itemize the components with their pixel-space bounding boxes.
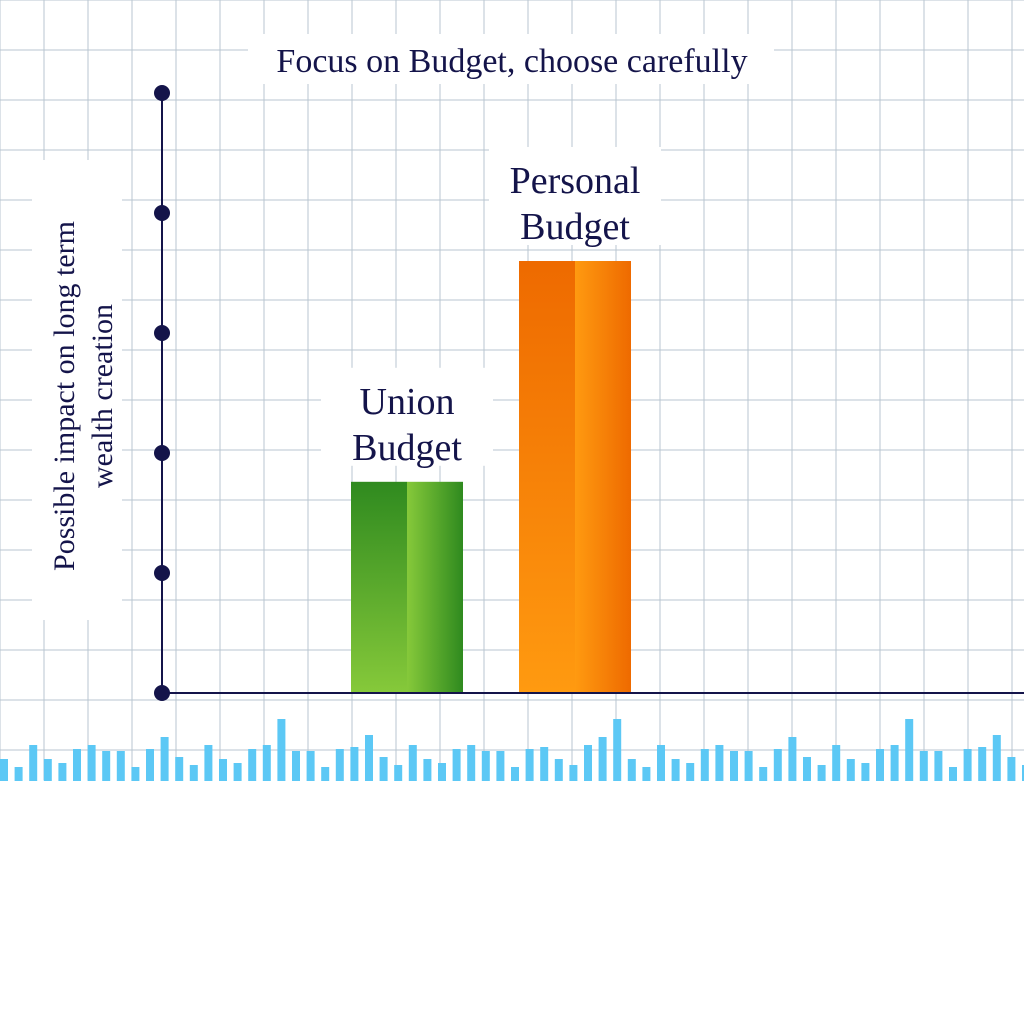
decor-bar	[540, 747, 549, 781]
decor-bar	[496, 751, 505, 781]
bar-face-left	[519, 261, 575, 693]
decor-bar	[73, 749, 81, 781]
decor-bar	[394, 765, 403, 781]
decor-bar	[43, 759, 52, 781]
decor-bar	[700, 749, 709, 781]
decor-bar	[773, 749, 782, 781]
y-axis-label-line-2: wealth creation	[86, 304, 119, 488]
decor-bar	[1007, 757, 1016, 781]
decor-bar	[598, 737, 607, 781]
decor-bar	[146, 749, 154, 781]
decor-bar	[277, 719, 286, 781]
decor-bar	[584, 745, 592, 781]
decor-bar	[919, 751, 928, 781]
y-axis-tick-dot	[154, 325, 170, 341]
decor-bar	[817, 765, 826, 781]
decor-bar	[715, 745, 724, 781]
decor-bar	[525, 749, 534, 781]
decor-bar	[102, 751, 111, 781]
decor-bar	[730, 751, 738, 781]
category-label-backdrop	[489, 147, 661, 245]
decor-bar	[204, 745, 213, 781]
decor-bar	[335, 749, 344, 781]
decor-bar	[788, 737, 797, 781]
decor-bar	[861, 763, 870, 781]
decor-bar	[0, 759, 8, 781]
decor-bar	[14, 767, 23, 781]
bar-face-right	[407, 481, 463, 693]
y-axis-label-line-1: Possible impact on long term	[48, 221, 81, 571]
decor-bar	[160, 737, 169, 781]
decor-bar	[657, 745, 665, 781]
y-axis-tick-dot	[154, 685, 170, 701]
decor-bar	[627, 759, 636, 781]
decor-bar	[131, 767, 140, 781]
decor-bar	[554, 759, 563, 781]
decor-bar	[452, 749, 461, 781]
decor-bar	[759, 767, 768, 781]
category-label-backdrop	[321, 367, 493, 466]
decor-bar	[511, 767, 519, 781]
y-axis-tick-dot	[154, 85, 170, 101]
chart-title: Focus on Budget, choose carefully	[276, 43, 747, 80]
decor-bar	[978, 747, 987, 781]
decor-bar	[438, 763, 446, 781]
decor-bar	[233, 763, 242, 781]
decor-bar	[803, 757, 811, 781]
bar-union-budget	[351, 481, 463, 693]
decor-bar	[350, 747, 359, 781]
decor-bar	[292, 751, 300, 781]
decor-bar	[321, 767, 330, 781]
decor-bar	[744, 751, 753, 781]
decor-bar	[408, 745, 417, 781]
decor-bar	[58, 763, 67, 781]
decor-bar	[992, 735, 1001, 781]
category-label: Union	[360, 381, 455, 423]
decor-bar	[846, 759, 855, 781]
y-axis-tick-dot	[154, 205, 170, 221]
ylabel-backdrop	[32, 160, 122, 620]
decor-bar	[189, 765, 198, 781]
bar-face-left	[351, 481, 407, 693]
decor-bar	[467, 745, 476, 781]
category-label: Personal	[510, 160, 641, 202]
grid-lines	[0, 0, 1024, 780]
decor-bar	[949, 767, 957, 781]
title-backdrop	[248, 34, 774, 84]
decor-bar	[1022, 765, 1024, 781]
decor-bar	[963, 749, 972, 781]
decor-bar	[262, 745, 271, 781]
decor-bar	[876, 749, 884, 781]
decor-bar	[116, 751, 125, 781]
decor-bar	[481, 751, 490, 781]
category-label: Budget	[520, 206, 630, 248]
decor-bar	[175, 757, 184, 781]
bar-personal-budget	[519, 261, 631, 693]
decor-bar	[423, 759, 432, 781]
decor-bar	[379, 757, 388, 781]
decor-bar	[569, 765, 578, 781]
decor-bar	[87, 745, 96, 781]
decor-bar	[29, 745, 38, 781]
decor-bar	[890, 745, 899, 781]
category-label: Budget	[352, 427, 462, 469]
decor-bar	[934, 751, 943, 781]
decor-bar	[365, 735, 373, 781]
y-axis-tick-dot	[154, 565, 170, 581]
bar-face-right	[575, 261, 631, 693]
decor-bar	[219, 759, 227, 781]
decor-bar	[905, 719, 914, 781]
decor-bar	[832, 745, 841, 781]
y-axis-tick-dot	[154, 445, 170, 461]
decor-bar	[248, 749, 257, 781]
decor-bar	[642, 767, 651, 781]
decor-bar	[671, 759, 680, 781]
decor-bar	[686, 763, 695, 781]
decor-bar	[613, 719, 622, 781]
decorative-bar-strip	[0, 719, 1024, 781]
axes-layer	[154, 85, 1024, 701]
decor-bar	[306, 751, 315, 781]
